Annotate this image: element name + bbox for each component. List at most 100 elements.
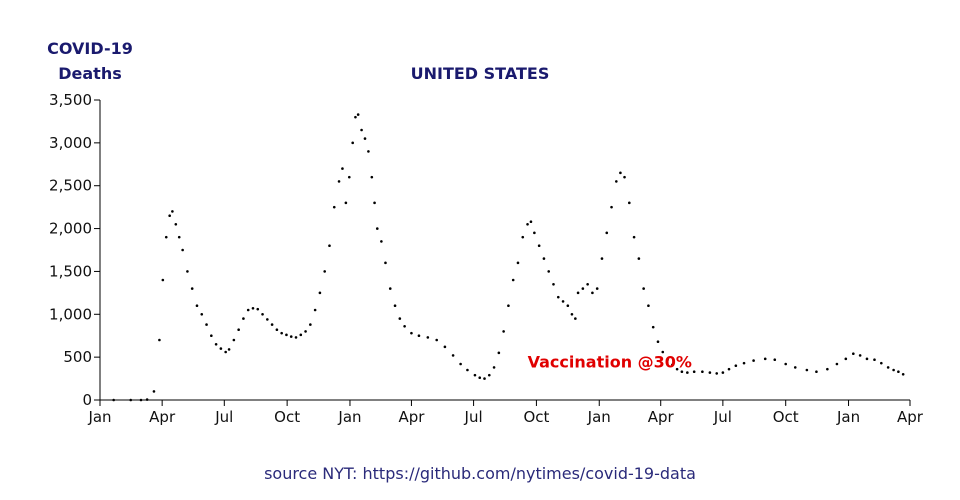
data-point: [574, 317, 577, 320]
data-point: [289, 335, 293, 338]
data-point: [205, 323, 208, 326]
data-point: [403, 324, 406, 328]
x-tick-label: Apr: [149, 408, 176, 426]
data-point: [393, 304, 397, 308]
y-tick-label: 1,500: [49, 262, 92, 280]
data-point: [181, 248, 184, 252]
data-point: [605, 231, 609, 235]
data-point: [692, 370, 696, 374]
y-axis-label-line-1: COVID-19: [47, 39, 133, 58]
data-point: [586, 282, 589, 286]
data-point: [145, 398, 149, 401]
x-tick-label: Jan: [87, 408, 111, 426]
y-tick-label: 3,000: [49, 134, 92, 152]
x-tick-label: Jan: [587, 408, 611, 426]
data-point: [237, 328, 240, 332]
x-ticks: Jan Apr Jul Oct Jan Apr Jul Oct Jan Apr Jul Oct Jan A…: [87, 400, 924, 426]
y-tick-label: 2,000: [49, 220, 92, 238]
data-point: [595, 287, 599, 290]
data-point: [591, 291, 594, 295]
data-point: [139, 398, 143, 402]
data-point: [304, 330, 307, 333]
data-point: [632, 235, 636, 239]
data-point: [521, 235, 525, 239]
data-point: [266, 318, 269, 321]
data-point: [647, 304, 650, 308]
data-point: [242, 317, 245, 320]
data-point: [152, 390, 156, 393]
data-point: [351, 141, 354, 145]
y-tick-label: 2,500: [49, 177, 92, 195]
x-tick-label: Apr: [398, 408, 425, 426]
data-point: [186, 270, 189, 273]
data-points: [112, 113, 905, 402]
data-point: [826, 367, 829, 371]
x-tick-label: Oct: [274, 408, 300, 426]
data-point: [227, 348, 231, 351]
data-point: [344, 201, 348, 205]
data-point: [516, 261, 520, 265]
data-point: [356, 113, 360, 116]
data-point: [363, 137, 367, 140]
data-point: [337, 180, 341, 183]
data-point: [200, 312, 204, 316]
vaccination-annotation: Vaccination @30%: [528, 352, 692, 371]
y-axis-label-line-2: Deaths: [58, 64, 122, 83]
x-tick-label: Apr: [897, 408, 924, 426]
data-point: [537, 244, 541, 248]
data-point: [561, 300, 565, 303]
data-point: [686, 371, 689, 374]
x-tick-label: Jul: [214, 408, 233, 426]
data-point: [680, 370, 684, 374]
data-point: [410, 331, 413, 335]
x-tick-label: Apr: [648, 408, 675, 426]
data-point: [341, 167, 344, 170]
x-tick-label: Jan: [836, 408, 860, 426]
data-point: [388, 287, 392, 290]
data-point: [542, 257, 546, 260]
data-point: [610, 205, 613, 209]
data-point: [275, 328, 279, 332]
data-point: [435, 338, 439, 342]
data-point: [708, 371, 712, 374]
data-point: [619, 171, 622, 175]
data-point: [158, 338, 161, 342]
data-point: [892, 368, 895, 372]
data-point: [451, 354, 455, 357]
data-point: [251, 306, 255, 310]
y-tick-label: 3,500: [49, 91, 92, 109]
data-point: [576, 291, 580, 295]
data-point: [478, 376, 482, 380]
data-point: [651, 325, 655, 329]
data-point: [852, 352, 855, 356]
data-point: [880, 361, 883, 365]
data-point: [901, 372, 905, 376]
data-point: [897, 370, 900, 374]
x-tick-label: Jul: [464, 408, 483, 426]
data-point: [844, 357, 848, 361]
data-point: [547, 270, 551, 273]
data-point: [715, 372, 719, 375]
x-tick-label: Oct: [773, 408, 799, 426]
data-point: [112, 398, 115, 402]
x-tick-label: Jan: [337, 408, 361, 426]
data-point: [637, 257, 641, 260]
y-tick-label: 500: [63, 348, 92, 366]
data-point: [483, 377, 486, 380]
data-point: [701, 370, 704, 374]
data-point: [742, 361, 746, 365]
data-point: [174, 222, 178, 226]
data-point: [773, 358, 777, 362]
data-point: [280, 331, 283, 335]
data-point: [763, 357, 767, 361]
data-point: [623, 175, 626, 179]
data-point: [318, 291, 322, 295]
data-point: [214, 342, 218, 346]
data-point: [168, 214, 171, 218]
data-point: [373, 201, 376, 205]
data-point: [815, 370, 818, 374]
data-point: [246, 308, 250, 312]
data-point: [261, 312, 264, 316]
data-point: [556, 295, 560, 299]
data-point: [398, 317, 402, 320]
